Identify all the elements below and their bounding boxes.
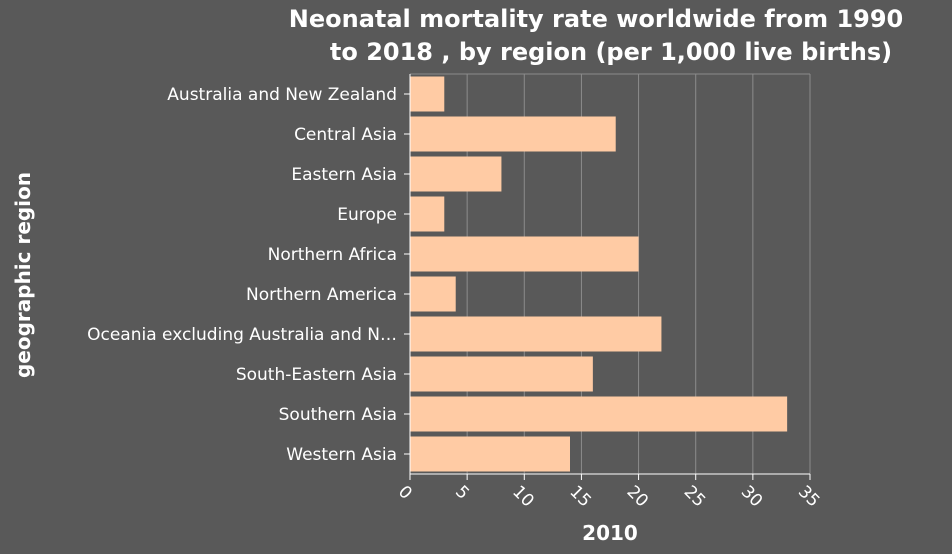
bar-7	[410, 356, 593, 392]
y-tick-label-3: Europe	[337, 205, 397, 225]
bar-1	[410, 116, 616, 152]
chart-title-line-2: to 2018 , by region (per 1,000 live birt…	[330, 38, 892, 66]
bars	[410, 76, 788, 472]
y-axis-tick-labels: Australia and New Zealand Central Asia Eas…	[87, 85, 397, 465]
y-tick-label-5: Northern America	[246, 285, 397, 305]
y-tick-label-7: South-Eastern Asia	[236, 365, 397, 385]
y-tick-label-8: Southern Asia	[279, 405, 397, 425]
y-tick-label-1: Central Asia	[294, 125, 397, 145]
bar-9	[410, 436, 570, 472]
x-axis-title: 2010	[582, 521, 638, 545]
bar-0	[410, 76, 445, 112]
chart-title-line-1: Neonatal mortality rate worldwide from 1…	[289, 5, 903, 33]
bar-4	[410, 236, 639, 272]
y-tick-label-9: Western Asia	[286, 445, 397, 465]
axes	[404, 74, 811, 480]
y-tick-label-2: Eastern Asia	[291, 165, 397, 185]
bar-8	[410, 396, 788, 432]
y-axis-title: geographic region	[11, 172, 35, 378]
bar-6	[410, 316, 662, 352]
y-tick-label-4: Northern Africa	[268, 245, 397, 265]
bar-3	[410, 196, 445, 232]
y-tick-label-6: Oceania excluding Australia and N…	[87, 325, 397, 345]
y-tick-label-0: Australia and New Zealand	[167, 85, 397, 105]
bar-2	[410, 156, 502, 192]
bar-5	[410, 276, 456, 312]
